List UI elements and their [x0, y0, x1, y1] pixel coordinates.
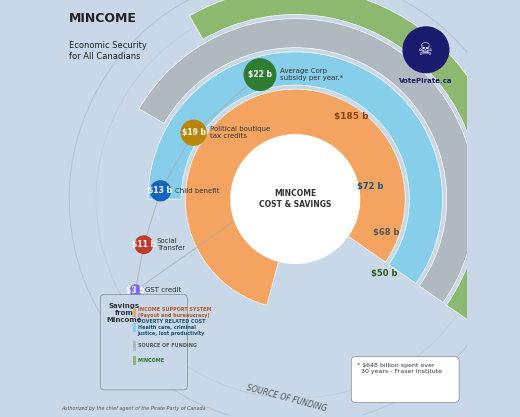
Circle shape	[150, 181, 171, 201]
Text: Authorized by the chief agent of the Pirate Party of Canada: Authorized by the chief agent of the Pir…	[61, 406, 205, 411]
Text: $22 b: $22 b	[248, 70, 272, 79]
Bar	[134, 342, 136, 351]
Text: SOURCE OF FUNDING: SOURCE OF FUNDING	[138, 344, 197, 349]
FancyBboxPatch shape	[351, 357, 459, 402]
Wedge shape	[189, 0, 507, 320]
Text: $68 b: $68 b	[373, 228, 400, 237]
Text: $72 b: $72 b	[357, 182, 383, 191]
Text: MINCOME: MINCOME	[138, 358, 165, 363]
Text: VotePirate.ca: VotePirate.ca	[399, 78, 453, 84]
Text: Savings
from
Mincome: Savings from Mincome	[107, 303, 142, 323]
Circle shape	[181, 120, 206, 145]
Circle shape	[130, 285, 141, 296]
Text: $50 b: $50 b	[371, 269, 398, 278]
Wedge shape	[148, 52, 443, 284]
FancyBboxPatch shape	[100, 294, 187, 390]
Circle shape	[231, 135, 359, 264]
Text: * $648 billion spent over
  30 years - Fraser Institute: * $648 billion spent over 30 years - Fra…	[357, 363, 443, 374]
Text: Political boutique
tax credits: Political boutique tax credits	[210, 126, 270, 139]
Text: ☠: ☠	[419, 41, 433, 59]
Text: $3 b: $3 b	[126, 286, 145, 295]
Text: POVERTY RELATED COST
Health care, criminal
justice, lost productivity: POVERTY RELATED COST Health care, crimin…	[138, 319, 205, 336]
Circle shape	[135, 236, 152, 254]
Text: GST credit: GST credit	[145, 287, 181, 294]
Text: Child benefit: Child benefit	[175, 188, 219, 194]
Text: $19 b: $19 b	[181, 128, 205, 137]
Text: Average Corp
subsidy per year.*: Average Corp subsidy per year.*	[280, 68, 343, 81]
Text: $185 b: $185 b	[334, 112, 369, 121]
Text: Social
Transfer: Social Transfer	[157, 238, 185, 251]
Circle shape	[403, 27, 449, 73]
Text: INCOME SUPPORT SYSTEM
(Payout and bureaucracy): INCOME SUPPORT SYSTEM (Payout and bureau…	[138, 307, 211, 318]
Wedge shape	[185, 89, 405, 305]
Text: $13 b: $13 b	[148, 186, 173, 195]
Circle shape	[244, 59, 276, 90]
Bar	[134, 356, 136, 365]
Text: MINCOME
COST & SAVINGS: MINCOME COST & SAVINGS	[259, 189, 331, 209]
Bar	[134, 308, 136, 317]
Wedge shape	[139, 19, 476, 303]
Bar	[134, 323, 136, 332]
Text: $11 b: $11 b	[132, 240, 156, 249]
Text: Economic Security
for All Canadians: Economic Security for All Canadians	[69, 41, 147, 61]
Text: MINCOME: MINCOME	[69, 13, 137, 25]
Text: SOURCE OF FUNDING: SOURCE OF FUNDING	[246, 383, 328, 413]
